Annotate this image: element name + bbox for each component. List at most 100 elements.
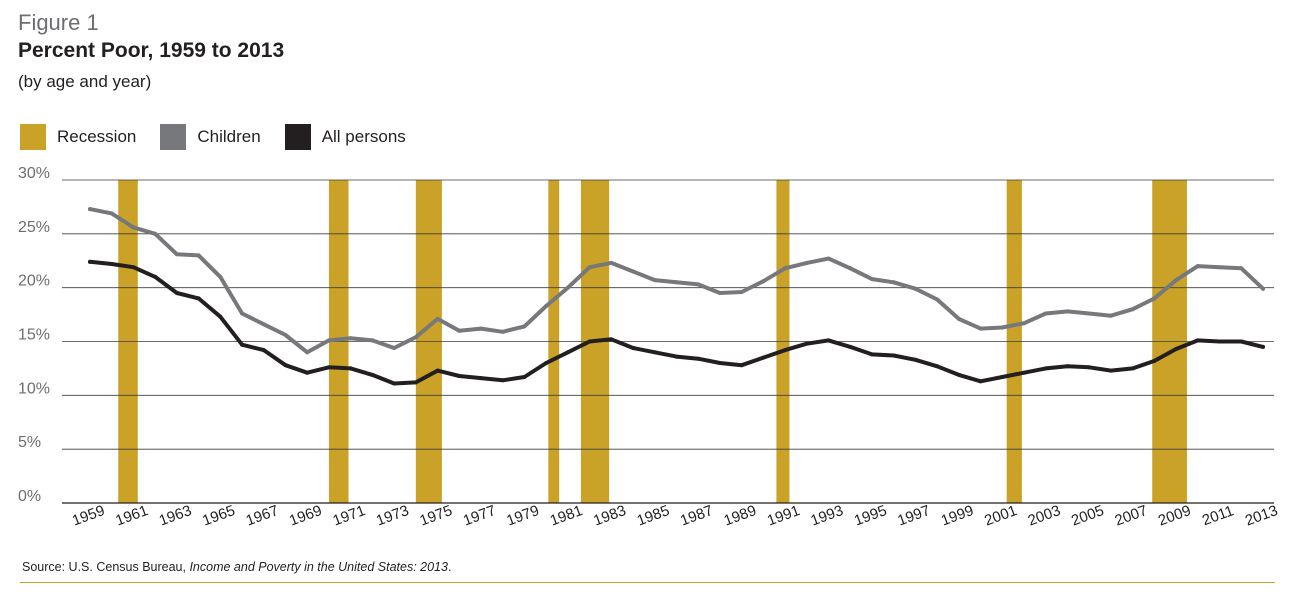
point-children-1995	[870, 277, 874, 282]
point-all-persons-2003	[1043, 366, 1048, 371]
x-tick-label-1971: 1971	[331, 502, 368, 529]
source-title: Income and Poverty in the United States:…	[189, 560, 448, 574]
point-all-persons-1982	[587, 339, 592, 344]
legend-item-all-persons: All persons	[284, 124, 406, 150]
point-all-persons-1965	[218, 314, 223, 319]
legend-item-children: Children	[160, 124, 261, 150]
point-children-1992	[804, 260, 809, 265]
x-tick-label-1975: 1975	[417, 502, 454, 529]
point-children-1976	[457, 328, 462, 333]
x-tick-label-1995: 1995	[852, 502, 889, 529]
point-children-1964	[196, 253, 201, 258]
x-tick-label-1977: 1977	[461, 502, 498, 529]
point-children-1965	[218, 274, 223, 279]
point-all-persons-1998	[935, 364, 940, 369]
point-all-persons-1961	[131, 265, 136, 270]
point-all-persons-1960	[109, 261, 114, 266]
y-tick-label-20: 20%	[18, 273, 50, 290]
point-all-persons-1983	[609, 337, 614, 342]
x-tick-label-1965: 1965	[200, 502, 237, 529]
point-children-1982	[587, 265, 592, 270]
point-all-persons-2010	[1195, 338, 1200, 343]
point-all-persons-1999	[956, 372, 961, 377]
point-children-1977	[479, 326, 483, 331]
y-tick-label-10: 10%	[18, 380, 50, 397]
point-children-1960	[109, 211, 114, 216]
figure-label: Figure 1	[18, 10, 99, 35]
point-all-persons-2002	[1022, 370, 1027, 375]
x-tick-label-1989: 1989	[722, 502, 759, 529]
point-children-1974	[413, 335, 418, 340]
point-all-persons-1990	[761, 355, 766, 360]
point-all-persons-1970	[326, 365, 331, 370]
point-children-1989	[739, 289, 744, 294]
point-children-2013	[1261, 286, 1265, 291]
point-children-2009	[1174, 278, 1179, 283]
point-children-1967	[261, 322, 266, 327]
point-all-persons-1976	[457, 373, 462, 378]
point-all-persons-2011	[1217, 339, 1222, 344]
point-all-persons-1987	[696, 356, 701, 361]
point-all-persons-2012	[1239, 339, 1244, 344]
point-all-persons-2005	[1087, 365, 1092, 370]
point-all-persons-1979	[522, 375, 527, 380]
point-children-2005	[1087, 311, 1092, 316]
point-all-persons-1969	[305, 370, 310, 375]
legend-swatch-recession	[20, 124, 46, 150]
point-children-1987	[696, 282, 701, 287]
point-all-persons-1966	[240, 342, 245, 347]
point-all-persons-1992	[804, 341, 809, 346]
gridlines	[62, 179, 1274, 504]
point-children-2004	[1065, 309, 1070, 314]
x-tick-label-1959: 1959	[70, 502, 107, 529]
point-all-persons-1964	[196, 296, 201, 301]
point-children-1999	[956, 316, 961, 321]
x-tick-label-2011: 2011	[1200, 502, 1236, 529]
legend-label-children: Children	[197, 127, 261, 146]
point-all-persons-2013	[1261, 344, 1265, 349]
point-all-persons-1974	[413, 380, 418, 385]
point-children-1998	[935, 297, 940, 302]
y-tick-label-25: 25%	[18, 219, 50, 236]
point-children-1994	[848, 266, 853, 271]
series-line-all-persons	[88, 259, 1265, 386]
y-tick-label-30: 30%	[18, 165, 50, 182]
point-all-persons-2009	[1174, 347, 1179, 352]
point-all-persons-1993	[826, 338, 831, 343]
point-all-persons-1986	[674, 354, 679, 359]
legend-swatch-all-persons	[284, 124, 311, 150]
point-all-persons-1988	[717, 361, 722, 366]
x-tick-label-1969: 1969	[287, 502, 324, 529]
point-children-1973	[392, 345, 397, 350]
legend-item-recession: Recession	[20, 124, 136, 150]
point-all-persons-1975	[435, 368, 440, 373]
point-all-persons-1984	[631, 345, 636, 350]
chart-title: Percent Poor, 1959 to 2013	[18, 39, 285, 62]
point-all-persons-1959	[88, 259, 92, 264]
x-tick-label-1961: 1961	[113, 502, 150, 529]
y-axis-tick-labels: 0% 5% 10% 15% 20% 25% 30%	[18, 165, 50, 505]
x-tick-label-1985: 1985	[635, 502, 672, 529]
x-tick-label-1981: 1981	[548, 502, 585, 529]
point-children-1963	[174, 252, 179, 257]
point-all-persons-1989	[739, 363, 744, 368]
x-tick-label-2007: 2007	[1113, 502, 1150, 529]
point-all-persons-1991	[783, 348, 788, 353]
chart-subtitle: (by age and year)	[18, 72, 152, 91]
point-all-persons-1997	[913, 357, 918, 362]
x-tick-label-2013: 2013	[1243, 502, 1280, 529]
point-children-1988	[717, 291, 722, 296]
point-all-persons-1962	[153, 274, 158, 279]
point-children-1985	[652, 278, 657, 283]
legend: Recession Children All persons	[20, 124, 430, 150]
x-tick-label-2005: 2005	[1069, 502, 1106, 529]
point-children-1972	[370, 338, 375, 343]
point-children-2012	[1239, 266, 1244, 271]
point-children-1996	[891, 280, 896, 285]
point-all-persons-1981	[565, 350, 570, 355]
point-children-2002	[1022, 321, 1027, 326]
point-all-persons-1994	[848, 344, 853, 349]
point-all-persons-2007	[1130, 366, 1135, 371]
legend-swatch-children	[160, 124, 187, 150]
source-suffix: .	[447, 560, 452, 574]
